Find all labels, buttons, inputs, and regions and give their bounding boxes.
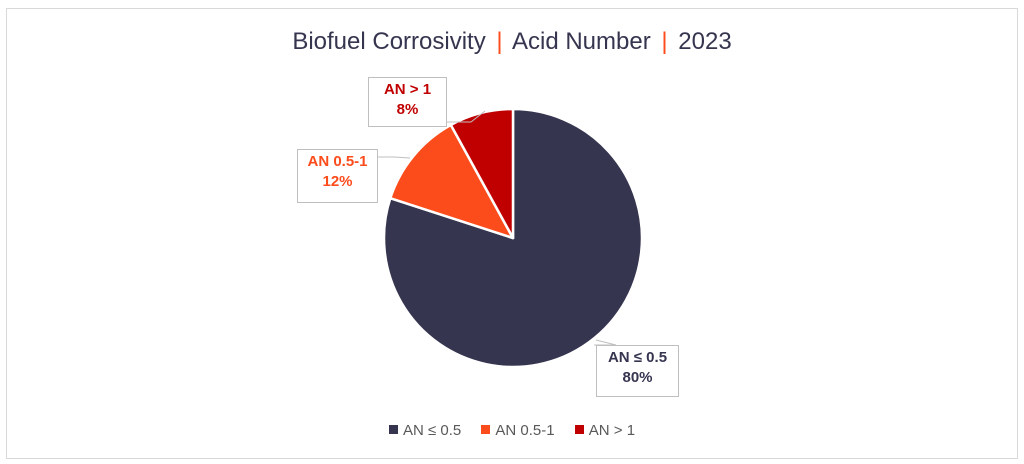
- leader-line-an-mid: [378, 156, 411, 159]
- data-label-category: AN ≤ 0.5: [607, 349, 668, 366]
- data-label-value: 12%: [322, 173, 353, 190]
- title-part-3: 2023: [678, 28, 732, 55]
- data-label-value: 8%: [396, 101, 419, 118]
- legend-swatch-icon: [481, 425, 491, 434]
- legend-label: AN > 1: [588, 422, 636, 439]
- data-label-an-high: AN > 1 8%: [368, 77, 447, 127]
- data-label-category: AN > 1: [383, 81, 432, 98]
- leader-line-an-high: [447, 110, 486, 123]
- data-label-value: 80%: [622, 369, 653, 386]
- legend-swatch-icon: [574, 425, 584, 434]
- title-part-1: Biofuel Corrosivity: [292, 28, 486, 55]
- legend-item-an-high: AN > 1: [574, 422, 636, 439]
- title-separator: |: [496, 28, 503, 55]
- legend-item-an-mid: AN 0.5-1: [481, 422, 555, 439]
- legend-label: AN 0.5-1: [495, 422, 555, 439]
- legend-label: AN ≤ 0.5: [402, 422, 462, 439]
- chart-legend: AN ≤ 0.5 AN 0.5-1 AN > 1: [0, 422, 1024, 439]
- data-label-category: AN 0.5-1: [307, 153, 368, 170]
- chart-title: Biofuel Corrosivity | Acid Number | 2023: [0, 28, 1024, 56]
- pie-slice-an-high: [449, 107, 515, 240]
- data-label-an-low: AN ≤ 0.5 80%: [596, 345, 679, 397]
- legend-swatch-icon: [388, 425, 398, 434]
- title-part-2: Acid Number: [511, 28, 651, 55]
- legend-item-an-low: AN ≤ 0.5: [388, 422, 462, 439]
- title-separator: |: [661, 28, 668, 55]
- data-label-an-mid: AN 0.5-1 12%: [297, 149, 378, 203]
- pie-slice-an-mid: [389, 123, 515, 240]
